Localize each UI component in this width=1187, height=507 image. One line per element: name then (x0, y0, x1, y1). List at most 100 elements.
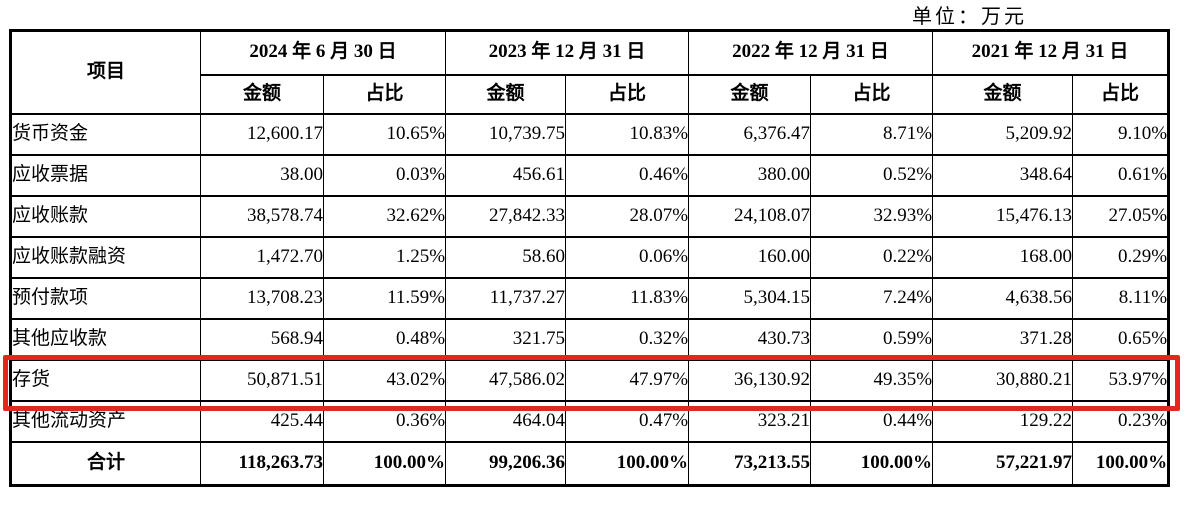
amount-cell: 430.73 (688, 317, 812, 361)
amount-cell: 425.44 (200, 399, 324, 443)
ratio-cell: 0.44% (810, 399, 934, 443)
ratio-cell: 32.93% (810, 194, 934, 238)
ratio-cell: 8.71% (810, 112, 934, 156)
ratio-cell: 0.29% (1072, 235, 1170, 279)
table-row: 其他应收款 568.94 0.48% 321.75 0.32% 430.73 0.59% 37… (10, 317, 1170, 361)
amount-cell: 38.00 (200, 153, 324, 197)
row-item-label: 合计 (10, 440, 201, 487)
period-header-2023: 2023 年 12 月 31 日 (445, 29, 690, 76)
amount-cell: 57,221.97 (932, 440, 1074, 487)
row-item-label: 预付款项 (10, 276, 201, 320)
ratio-cell: 0.06% (565, 235, 690, 279)
amount-cell: 568.94 (200, 317, 324, 361)
ratio-cell: 0.59% (810, 317, 934, 361)
amount-cell: 99,206.36 (445, 440, 567, 487)
amount-cell: 348.64 (932, 153, 1074, 197)
amount-header: 金额 (200, 73, 324, 115)
ratio-header: 占比 (1072, 73, 1170, 115)
amount-cell: 1,472.70 (200, 235, 324, 279)
amount-cell: 58.60 (445, 235, 567, 279)
current-assets-table: 项目 2024 年 6 月 30 日 2023 年 12 月 31 日 2022… (9, 29, 1171, 487)
period-header-row: 项目 2024 年 6 月 30 日 2023 年 12 月 31 日 2022… (10, 29, 1170, 115)
row-item-label: 其他应收款 (10, 317, 201, 361)
amount-cell: 38,578.74 (200, 194, 324, 238)
amount-cell: 129.22 (932, 399, 1074, 443)
item-column-header: 项目 (10, 29, 201, 115)
ratio-cell: 47.97% (565, 358, 690, 402)
row-item-label: 存货 (10, 358, 201, 402)
ratio-cell: 10.65% (322, 112, 447, 156)
ratio-cell: 100.00% (322, 440, 447, 487)
ratio-cell: 28.07% (565, 194, 690, 238)
ratio-cell: 43.02% (322, 358, 447, 402)
table-body: 货币资金 12,600.17 10.65% 10,739.75 10.83% 6,376.… (10, 112, 1170, 487)
table-row: 应收票据 38.00 0.03% 456.61 0.46% 380.00 0.52% 348.… (10, 153, 1170, 197)
ratio-cell: 8.11% (1072, 276, 1170, 320)
ratio-cell: 9.10% (1072, 112, 1170, 156)
table-row: 应收账款 38,578.74 32.62% 27,842.33 28.07% 24,108… (10, 194, 1170, 238)
amount-header: 金额 (688, 73, 812, 115)
amount-cell: 50,871.51 (200, 358, 324, 402)
ratio-cell: 0.22% (810, 235, 934, 279)
ratio-cell: 0.46% (565, 153, 690, 197)
table-row: 其他流动资产 425.44 0.36% 464.04 0.47% 323.21 0.44% 1… (10, 399, 1170, 443)
amount-header: 金额 (932, 73, 1074, 115)
amount-cell: 456.61 (445, 153, 567, 197)
period-header-2024: 2024 年 6 月 30 日 (199, 29, 447, 76)
ratio-cell: 0.61% (1072, 153, 1170, 197)
amount-cell: 12,600.17 (200, 112, 324, 156)
ratio-cell: 100.00% (810, 440, 934, 487)
row-item-label: 应收票据 (10, 153, 201, 197)
ratio-header: 占比 (565, 73, 690, 115)
row-item-label: 货币资金 (10, 112, 201, 156)
ratio-header: 占比 (322, 73, 447, 115)
table-row: 货币资金 12,600.17 10.65% 10,739.75 10.83% 6,376.… (10, 112, 1170, 156)
amount-cell: 323.21 (688, 399, 812, 443)
amount-cell: 6,376.47 (688, 112, 812, 156)
period-header-2021: 2021 年 12 月 31 日 (932, 29, 1170, 76)
amount-cell: 160.00 (688, 235, 812, 279)
table-header: 项目 2024 年 6 月 30 日 2023 年 12 月 31 日 2022… (10, 29, 1170, 115)
ratio-cell: 0.52% (810, 153, 934, 197)
amount-cell: 4,638.56 (932, 276, 1074, 320)
period-header-2022: 2022 年 12 月 31 日 (688, 29, 934, 76)
ratio-cell: 27.05% (1072, 194, 1170, 238)
amount-cell: 464.04 (445, 399, 567, 443)
amount-cell: 30,880.21 (932, 358, 1074, 402)
ratio-cell: 0.36% (322, 399, 447, 443)
row-item-label: 应收账款 (10, 194, 201, 238)
ratio-cell: 100.00% (565, 440, 690, 487)
ratio-cell: 100.00% (1072, 440, 1170, 487)
amount-header: 金额 (445, 73, 567, 115)
amount-cell: 36,130.92 (688, 358, 812, 402)
amount-cell: 321.75 (445, 317, 567, 361)
amount-cell: 118,263.73 (200, 440, 324, 487)
amount-cell: 24,108.07 (688, 194, 812, 238)
unit-label: 单位：万元 (912, 6, 1027, 28)
amount-cell: 73,213.55 (688, 440, 812, 487)
sub-header-row: 金额 占比 金额 占比 金额 占比 金额 占比 (11, 73, 1170, 115)
table-row-inventory: 存货 50,871.51 43.02% 47,586.02 47.97% 36,130.9… (10, 358, 1170, 402)
row-item-label: 应收账款融资 (10, 235, 201, 279)
amount-cell: 371.28 (932, 317, 1074, 361)
table-row: 预付款项 13,708.23 11.59% 11,737.27 11.83% 5,304.… (10, 276, 1170, 320)
ratio-cell: 7.24% (810, 276, 934, 320)
ratio-cell: 0.23% (1072, 399, 1170, 443)
ratio-cell: 0.48% (322, 317, 447, 361)
ratio-cell: 53.97% (1072, 358, 1170, 402)
ratio-cell: 49.35% (810, 358, 934, 402)
ratio-cell: 0.03% (322, 153, 447, 197)
amount-cell: 47,586.02 (445, 358, 567, 402)
amount-cell: 10,739.75 (445, 112, 567, 156)
amount-cell: 5,304.15 (688, 276, 812, 320)
ratio-cell: 0.32% (565, 317, 690, 361)
amount-cell: 168.00 (932, 235, 1074, 279)
ratio-cell: 1.25% (322, 235, 447, 279)
table-row: 应收账款融资 1,472.70 1.25% 58.60 0.06% 160.00 0.22%… (10, 235, 1170, 279)
ratio-cell: 32.62% (322, 194, 447, 238)
amount-cell: 13,708.23 (200, 276, 324, 320)
amount-cell: 15,476.13 (932, 194, 1074, 238)
amount-cell: 5,209.92 (932, 112, 1074, 156)
ratio-cell: 10.83% (565, 112, 690, 156)
